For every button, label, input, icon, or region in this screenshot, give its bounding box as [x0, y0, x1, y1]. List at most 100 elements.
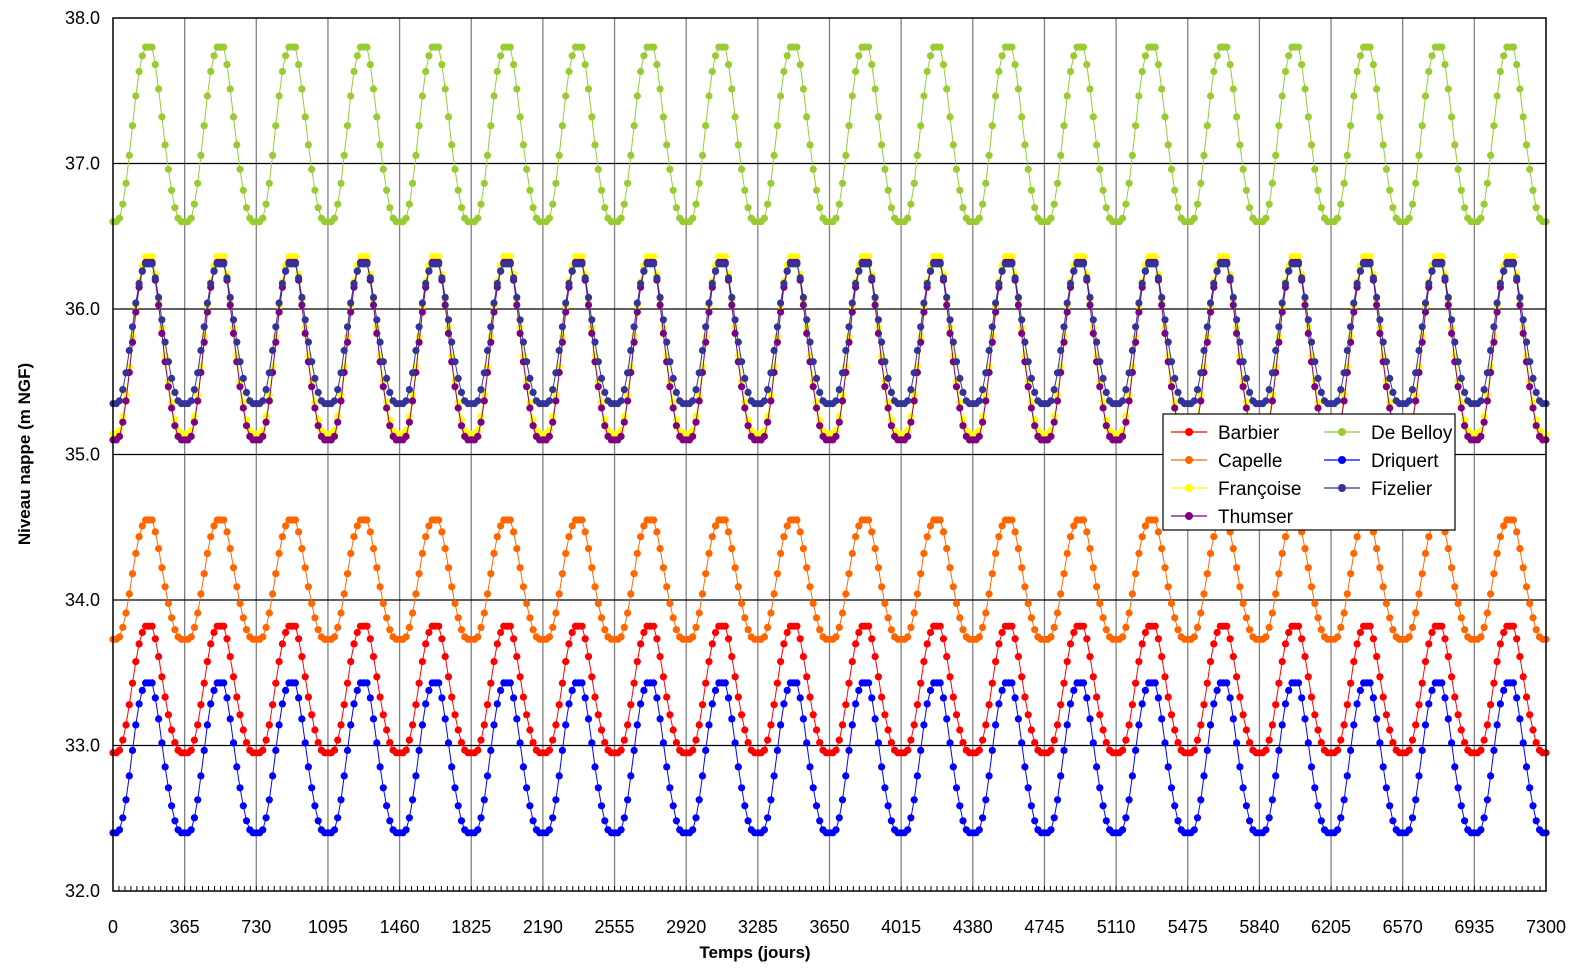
data-point [1031, 204, 1039, 212]
data-point [904, 214, 912, 222]
data-point [1206, 658, 1215, 666]
data-point [418, 549, 426, 558]
data-point [1285, 267, 1293, 275]
data-point [353, 686, 361, 695]
data-point [1444, 653, 1452, 661]
data-point [441, 653, 449, 661]
data-point [1171, 186, 1179, 194]
data-point [767, 609, 775, 617]
data-point [155, 293, 163, 301]
data-point [865, 622, 873, 630]
data-point [637, 67, 645, 76]
data-point [630, 679, 638, 687]
data-point [1294, 679, 1303, 687]
data-point [343, 679, 352, 687]
data-point [337, 397, 345, 405]
data-point [1389, 388, 1397, 396]
data-point [975, 397, 983, 405]
data-point [998, 522, 1006, 530]
data-point [164, 165, 172, 173]
data-point [119, 386, 127, 394]
data-point [480, 721, 488, 729]
data-point [242, 388, 251, 396]
data-point [1057, 151, 1065, 159]
data-point [998, 628, 1006, 637]
legend-entry: Fizelier [1324, 479, 1433, 500]
data-point [1353, 67, 1361, 76]
data-point [1366, 622, 1374, 630]
data-point [1011, 274, 1019, 282]
data-point [783, 686, 791, 695]
data-point [744, 817, 752, 825]
data-point [620, 418, 628, 426]
data-point [705, 308, 713, 316]
data-point [1298, 694, 1306, 702]
data-point [314, 626, 322, 634]
data-point [878, 338, 886, 346]
data-point [210, 522, 218, 530]
data-point [1050, 418, 1058, 426]
data-point [1024, 165, 1032, 173]
data-point [995, 700, 1003, 708]
data-point [1496, 640, 1504, 648]
data-point [1268, 609, 1276, 617]
data-point [1027, 614, 1035, 622]
data-point [838, 369, 847, 377]
data-point [1526, 358, 1534, 366]
data-point [1281, 533, 1290, 541]
data-point [653, 61, 661, 69]
data-point [412, 772, 420, 780]
data-point [1487, 346, 1495, 355]
data-point [1089, 316, 1097, 324]
data-point [744, 422, 752, 430]
legend-label: De Belloy [1371, 423, 1453, 444]
data-point [480, 397, 488, 405]
data-point [724, 274, 733, 282]
data-point [1119, 746, 1127, 754]
data-point [1532, 817, 1540, 825]
data-point [1382, 165, 1390, 173]
data-point [1125, 609, 1133, 617]
data-point [1200, 772, 1208, 780]
data-point [653, 274, 661, 282]
data-point [975, 826, 983, 834]
data-point [731, 739, 739, 747]
data-point [663, 583, 671, 591]
data-point [777, 658, 785, 666]
data-point [337, 609, 345, 617]
data-point [773, 323, 782, 331]
data-point [1307, 583, 1316, 591]
data-point [1425, 67, 1433, 76]
data-point [845, 122, 853, 130]
data-point [1151, 679, 1159, 687]
data-point [702, 570, 710, 578]
data-point [985, 151, 993, 159]
data-point [1050, 623, 1058, 632]
data-point [350, 67, 358, 76]
data-point [1480, 623, 1488, 632]
data-point [659, 739, 668, 747]
data-point [936, 679, 944, 687]
data-point [1031, 739, 1039, 747]
data-point [203, 658, 211, 666]
data-point [633, 549, 641, 558]
data-point [620, 412, 628, 420]
data-point [1011, 694, 1019, 702]
data-point [1454, 165, 1462, 173]
data-point [1490, 679, 1498, 687]
data-point [295, 528, 303, 536]
data-point [1350, 92, 1358, 100]
data-point [1438, 260, 1446, 268]
data-point [122, 369, 130, 377]
data-point [597, 404, 606, 412]
data-point [881, 599, 889, 608]
data-point [203, 721, 211, 729]
data-point [1337, 200, 1345, 208]
data-point [448, 141, 456, 149]
data-point [806, 693, 814, 701]
data-point [816, 388, 824, 396]
data-point [698, 772, 707, 780]
data-point [1376, 113, 1384, 121]
data-point [913, 772, 922, 780]
data-point [1096, 599, 1104, 608]
